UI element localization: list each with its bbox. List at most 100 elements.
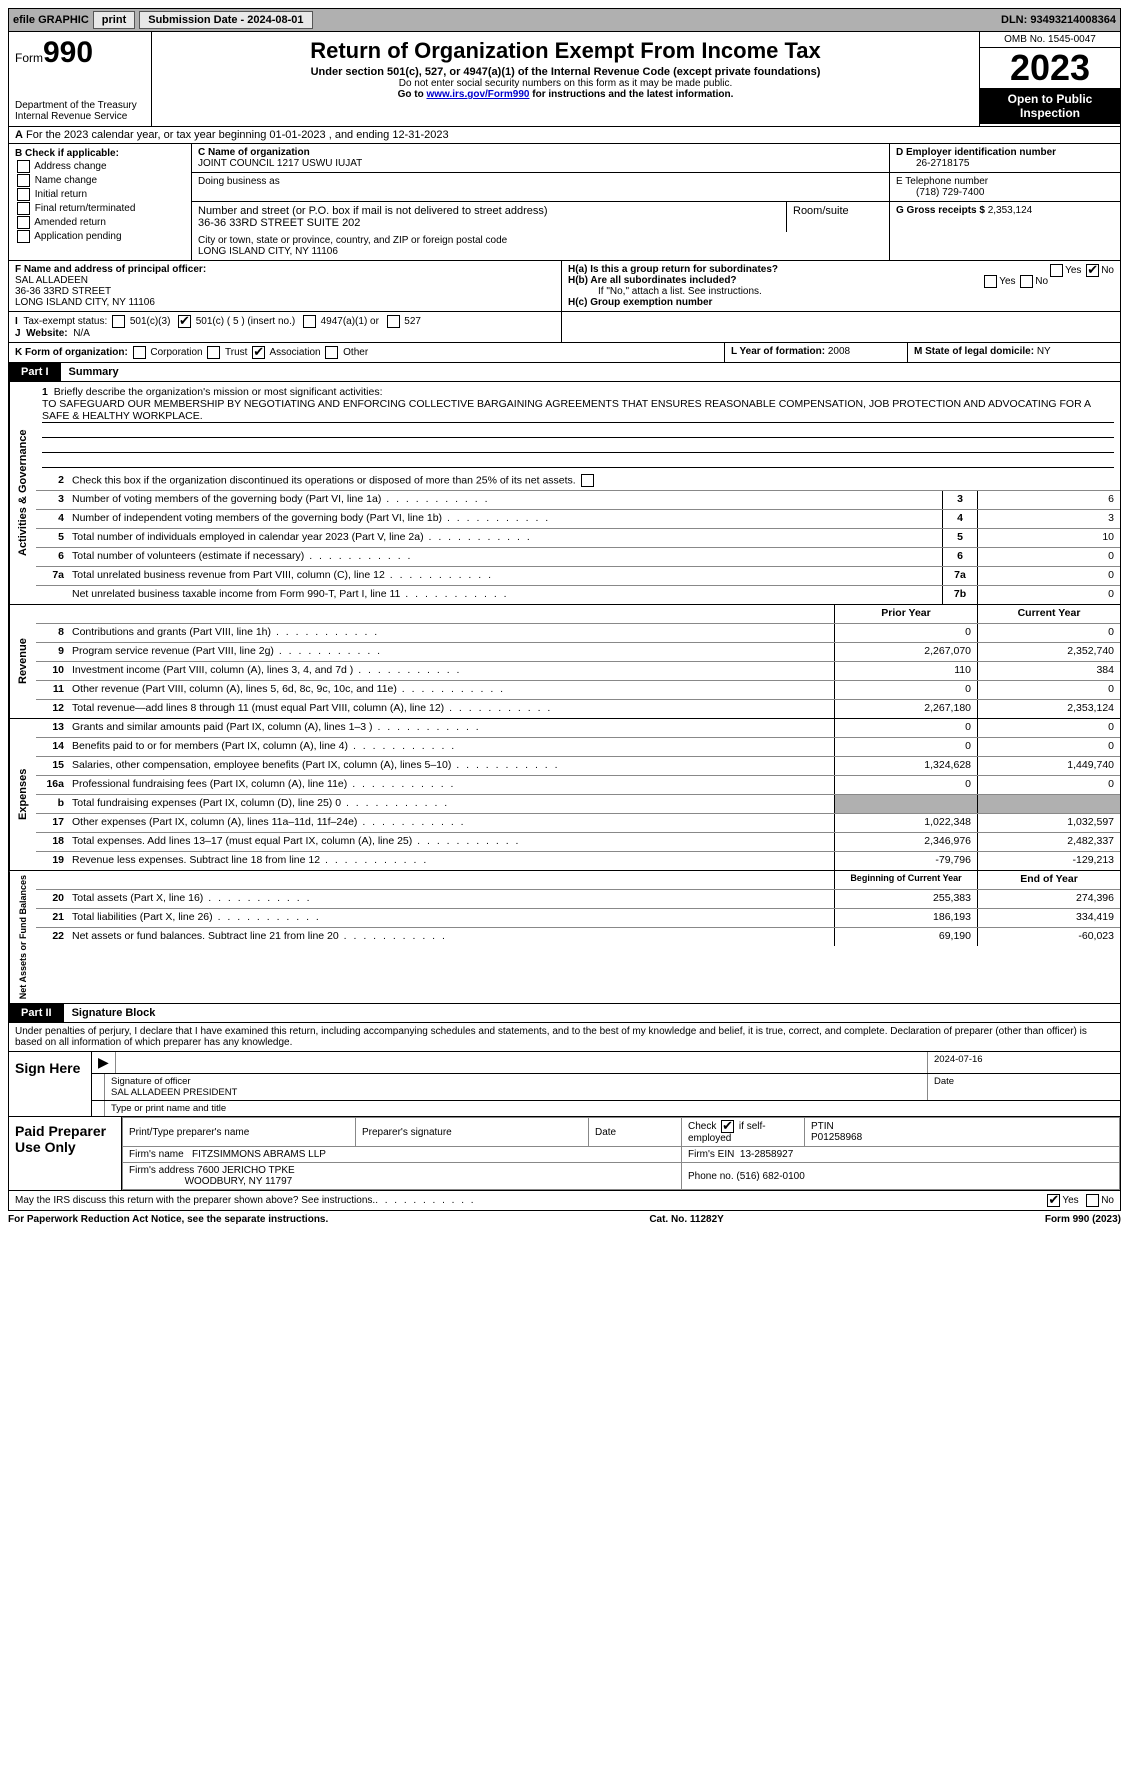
table-row: 5Total number of individuals employed in…: [36, 529, 1120, 548]
self-emp-cell: Check if self-employed: [682, 1118, 805, 1147]
chk-amended[interactable]: [17, 216, 30, 229]
hb-label: H(b) Are all subordinates included?: [568, 275, 737, 286]
header-info-grid: B Check if applicable: Address change Na…: [8, 144, 1121, 261]
chk-501c3[interactable]: [112, 315, 125, 328]
hdr-prior-year: Prior Year: [834, 605, 977, 623]
chk-corp[interactable]: [133, 346, 146, 359]
arrow-icon: ▶: [92, 1052, 116, 1073]
table-row: 20Total assets (Part X, line 16)255,3832…: [36, 890, 1120, 909]
table-row: 22Net assets or fund balances. Subtract …: [36, 928, 1120, 946]
dba-label: Doing business as: [198, 176, 280, 187]
section-expenses: Expenses 13Grants and similar amounts pa…: [8, 719, 1121, 871]
table-row: Net unrelated business taxable income fr…: [36, 586, 1120, 604]
chk-self-employed[interactable]: [721, 1120, 734, 1133]
chk-trust[interactable]: [207, 346, 220, 359]
discuss-yes[interactable]: [1047, 1194, 1060, 1207]
sign-here-label: Sign Here: [9, 1052, 92, 1116]
page-footer: For Paperwork Reduction Act Notice, see …: [8, 1211, 1121, 1228]
ha-label: H(a) Is this a group return for subordin…: [568, 264, 778, 275]
col-b-checkboxes: B Check if applicable: Address change Na…: [9, 144, 192, 260]
chk-initial-return[interactable]: [17, 188, 30, 201]
vlabel-expenses: Expenses: [9, 719, 36, 870]
table-row: bTotal fundraising expenses (Part IX, co…: [36, 795, 1120, 814]
table-row: 6Total number of volunteers (estimate if…: [36, 548, 1120, 567]
omb-number: OMB No. 1545-0047: [980, 32, 1120, 48]
year-formation: 2008: [828, 346, 850, 357]
hb-no[interactable]: [1020, 275, 1033, 288]
table-row: 19Revenue less expenses. Subtract line 1…: [36, 852, 1120, 870]
part-1-header: Part I Summary: [8, 363, 1121, 382]
hdr-current-year: Current Year: [977, 605, 1120, 623]
firm-name: FITZSIMMONS ABRAMS LLP: [192, 1149, 326, 1160]
section-net-assets: Net Assets or Fund Balances Beginning of…: [8, 871, 1121, 1004]
dln-label: DLN: 93493214008364: [1001, 14, 1116, 26]
chk-527[interactable]: [387, 315, 400, 328]
firm-ein: 13-2858927: [740, 1149, 793, 1160]
form-title: Return of Organization Exempt From Incom…: [158, 38, 973, 64]
table-row: 16aProfessional fundraising fees (Part I…: [36, 776, 1120, 795]
table-row: 8Contributions and grants (Part VIII, li…: [36, 624, 1120, 643]
hc-label: H(c) Group exemption number: [568, 297, 712, 308]
part-2-header: Part II Signature Block: [8, 1004, 1121, 1023]
chk-name-change[interactable]: [17, 174, 30, 187]
org-city: LONG ISLAND CITY, NY 11106: [198, 246, 338, 257]
subtitle-2: Do not enter social security numbers on …: [158, 78, 973, 89]
row-i-j: I Tax-exempt status: 501(c)(3) 501(c) ( …: [8, 312, 1121, 343]
date-label: Date: [928, 1074, 1120, 1100]
public-inspection: Open to Public Inspection: [980, 88, 1120, 124]
discuss-no[interactable]: [1086, 1194, 1099, 1207]
prep-sig-hdr: Preparer's signature: [356, 1118, 589, 1147]
ptin-val: P01258968: [811, 1132, 862, 1143]
website-val: N/A: [73, 328, 90, 339]
chk-discontinued[interactable]: [581, 474, 594, 487]
hdr-beginning: Beginning of Current Year: [834, 871, 977, 889]
table-row: 9Program service revenue (Part VIII, lin…: [36, 643, 1120, 662]
row-a-tax-year: A For the 2023 calendar year, or tax yea…: [8, 127, 1121, 144]
table-row: 14Benefits paid to or for members (Part …: [36, 738, 1120, 757]
chk-assoc[interactable]: [252, 346, 265, 359]
top-bar: efile GRAPHIC print Submission Date - 20…: [8, 8, 1121, 32]
form-number: Form990: [15, 36, 145, 70]
firm-addr1: 7600 JERICHO TPKE: [197, 1165, 295, 1176]
paid-preparer-block: Paid Preparer Use Only Print/Type prepar…: [8, 1117, 1121, 1191]
vlabel-governance: Activities & Governance: [9, 382, 36, 604]
ha-no[interactable]: [1086, 264, 1099, 277]
chk-address-change[interactable]: [17, 160, 30, 173]
officer-sig-name: SAL ALLADEEN PRESIDENT: [111, 1087, 237, 1098]
table-row: 21Total liabilities (Part X, line 26)186…: [36, 909, 1120, 928]
ein-value: 26-2718175: [896, 158, 969, 169]
table-row: 4Number of independent voting members of…: [36, 510, 1120, 529]
section-governance: Activities & Governance 1 Briefly descri…: [8, 382, 1121, 605]
paid-label: Paid Preparer Use Only: [9, 1117, 122, 1190]
table-row: 7aTotal unrelated business revenue from …: [36, 567, 1120, 586]
discuss-row: May the IRS discuss this return with the…: [8, 1191, 1121, 1211]
chk-final-return[interactable]: [17, 202, 30, 215]
mission-text: TO SAFEGUARD OUR MEMBERSHIP BY NEGOTIATI…: [42, 398, 1114, 423]
sig-intro: Under penalties of perjury, I declare th…: [8, 1023, 1121, 1052]
irs-link[interactable]: www.irs.gov/Form990: [426, 89, 529, 100]
type-name-label: Type or print name and title: [105, 1101, 1120, 1116]
tax-year: 2023: [980, 48, 1120, 88]
officer-addr2: LONG ISLAND CITY, NY 11106: [15, 297, 155, 308]
table-row: 12Total revenue—add lines 8 through 11 (…: [36, 700, 1120, 718]
chk-501c[interactable]: [178, 315, 191, 328]
table-row: 3Number of voting members of the governi…: [36, 491, 1120, 510]
submission-date: Submission Date - 2024-08-01: [139, 11, 312, 29]
subtitle-3: Go to www.irs.gov/Form990 for instructio…: [158, 89, 973, 100]
sig-date: 2024-07-16: [928, 1052, 1120, 1073]
officer-name: SAL ALLADEEN: [15, 275, 88, 286]
vlabel-net: Net Assets or Fund Balances: [9, 871, 36, 1003]
gross-receipts: 2,353,124: [988, 205, 1033, 216]
table-row: 10Investment income (Part VIII, column (…: [36, 662, 1120, 681]
firm-addr2: WOODBURY, NY 11797: [185, 1176, 293, 1187]
chk-4947[interactable]: [303, 315, 316, 328]
chk-app-pending[interactable]: [17, 230, 30, 243]
footer-left: For Paperwork Reduction Act Notice, see …: [8, 1214, 328, 1225]
table-row: 15Salaries, other compensation, employee…: [36, 757, 1120, 776]
sign-here-block: Sign Here ▶ 2024-07-16 Signature of offi…: [8, 1052, 1121, 1117]
footer-right: Form 990 (2023): [1045, 1214, 1121, 1225]
chk-other[interactable]: [325, 346, 338, 359]
print-button[interactable]: print: [93, 11, 135, 29]
ha-yes[interactable]: [1050, 264, 1063, 277]
hb-yes[interactable]: [984, 275, 997, 288]
